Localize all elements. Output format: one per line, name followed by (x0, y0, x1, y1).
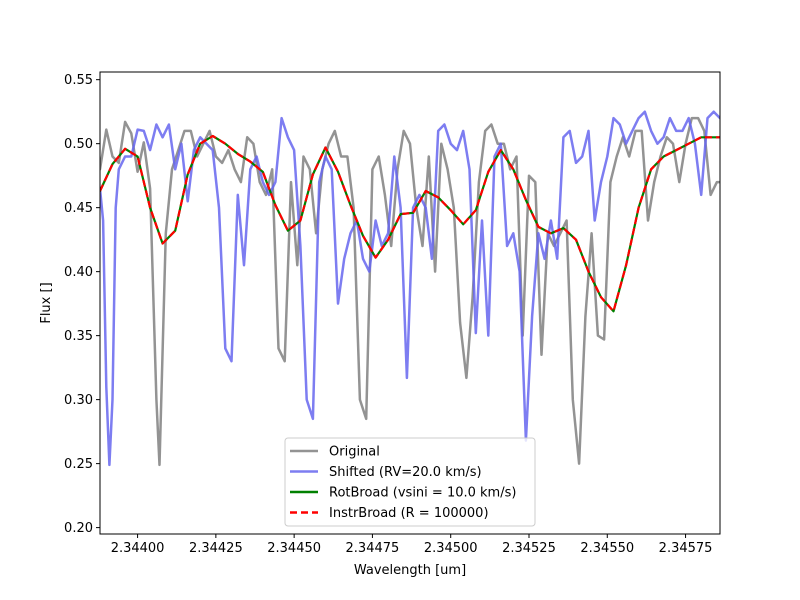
legend-box (284, 437, 536, 527)
x-axis: 2.34400 2.34425 2.34450 2.34475 2.34500 2.345… (111, 534, 713, 556)
y-axis: 0.20 0.25 0.30 0.35 0.40 0.45 0.50 0.55 (64, 73, 100, 536)
y-tick-label: 0.25 (64, 457, 93, 472)
x-tick-label: 2.34550 (580, 541, 634, 556)
x-tick-label: 2.34450 (267, 541, 321, 556)
y-tick-label: 0.35 (64, 329, 93, 344)
x-tick-label: 2.34400 (111, 541, 165, 556)
x-tick-label: 2.34500 (424, 541, 478, 556)
legend-label-2: RotBroad (vsini = 10.0 km/s) (329, 486, 516, 501)
x-tick-label: 2.34425 (189, 541, 243, 556)
x-axis-label: Wavelength [um] (354, 563, 466, 578)
x-tick-label: 2.34575 (659, 541, 713, 556)
plot-frame (99, 71, 721, 535)
y-tick-label: 0.40 (64, 265, 93, 280)
legend: Original Shifted (RV=20.0 km/s) RotBroad (… (284, 437, 536, 527)
series-line-1 (100, 110, 720, 467)
legend-label-1: Shifted (RV=20.0 km/s) (329, 465, 482, 480)
legend-label-0: Original (329, 445, 380, 460)
series-layer (100, 110, 720, 467)
y-tick-label: 0.45 (64, 201, 93, 216)
y-axis-label: Flux [] (39, 282, 54, 323)
y-tick-label: 0.55 (64, 73, 93, 88)
x-tick-label: 2.34475 (346, 541, 400, 556)
series-line-3 (100, 134, 720, 313)
x-tick-label: 2.34525 (502, 541, 556, 556)
y-tick-label: 0.50 (64, 137, 93, 152)
y-tick-label: 0.30 (64, 393, 93, 408)
legend-label-3: InstrBroad (R = 100000) (329, 506, 489, 521)
series-line-0 (100, 116, 720, 467)
y-tick-label: 0.20 (64, 521, 93, 536)
